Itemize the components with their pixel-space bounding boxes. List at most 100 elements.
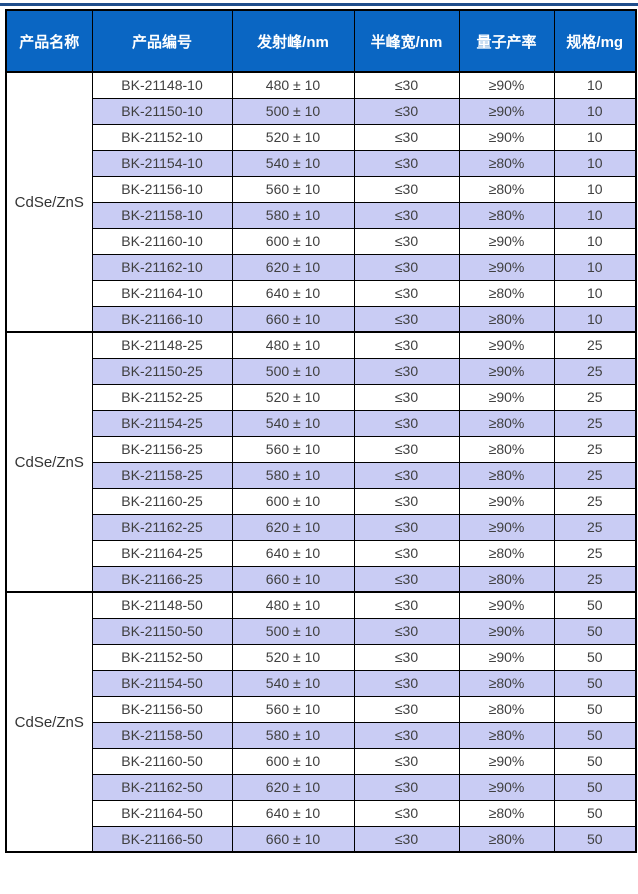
table-row: BK-21166-25 660 ± 10 ≤30 ≥80% 25 (6, 565, 637, 593)
quantum-yield-cell: ≥90% (458, 97, 555, 125)
fwhm-cell: ≤30 (353, 175, 460, 203)
fwhm-cell: ≤30 (353, 435, 460, 463)
emission-peak-cell: 580 ± 10 (231, 461, 355, 489)
spec-cell: 25 (553, 409, 637, 437)
table-row: BK-21150-50 500 ± 10 ≤30 ≥90% 50 (6, 617, 637, 645)
product-code-cell: BK-21160-50 (91, 747, 233, 775)
product-code-cell: BK-21154-25 (91, 409, 233, 437)
quantum-yield-cell: ≥90% (458, 331, 555, 359)
product-code-cell: BK-21148-25 (91, 331, 233, 359)
table-row: BK-21164-50 640 ± 10 ≤30 ≥80% 50 (6, 799, 637, 827)
table-row: BK-21152-25 520 ± 10 ≤30 ≥90% 25 (6, 383, 637, 411)
emission-peak-cell: 600 ± 10 (231, 227, 355, 255)
spec-cell: 25 (553, 487, 637, 515)
fwhm-cell: ≤30 (353, 123, 460, 151)
product-code-cell: BK-21158-25 (91, 461, 233, 489)
table-row: BK-21156-25 560 ± 10 ≤30 ≥80% 25 (6, 435, 637, 463)
product-code-cell: BK-21152-10 (91, 123, 233, 151)
spec-cell: 50 (553, 643, 637, 671)
quantum-yield-cell: ≥90% (458, 253, 555, 281)
product-code-cell: BK-21166-10 (91, 305, 233, 333)
fwhm-cell: ≤30 (353, 643, 460, 671)
product-code-cell: BK-21148-50 (91, 591, 233, 619)
fwhm-cell: ≤30 (353, 331, 460, 359)
spec-cell: 50 (553, 617, 637, 645)
quantum-yield-cell: ≥90% (458, 773, 555, 801)
column-header-emission-peak: 发射峰/nm (231, 9, 355, 73)
quantum-yield-cell: ≥80% (458, 149, 555, 177)
product-code-cell: BK-21150-10 (91, 97, 233, 125)
table-row: BK-21162-50 620 ± 10 ≤30 ≥90% 50 (6, 773, 637, 801)
table-row: BK-21156-10 560 ± 10 ≤30 ≥80% 10 (6, 175, 637, 203)
table-row: BK-21158-25 580 ± 10 ≤30 ≥80% 25 (6, 461, 637, 489)
emission-peak-cell: 540 ± 10 (231, 149, 355, 177)
emission-peak-cell: 480 ± 10 (231, 331, 355, 359)
fwhm-cell: ≤30 (353, 747, 460, 775)
quantum-yield-cell: ≥90% (458, 591, 555, 619)
column-header-quantum-yield: 量子产率 (458, 9, 555, 73)
fwhm-cell: ≤30 (353, 799, 460, 827)
quantum-yield-cell: ≥80% (458, 799, 555, 827)
product-code-cell: BK-21162-25 (91, 513, 233, 541)
quantum-yield-cell: ≥80% (458, 669, 555, 697)
table-row: CdSe/ZnS BK-21148-10 480 ± 10 ≤30 ≥90% 10 (5, 71, 637, 333)
spec-cell: 50 (553, 825, 637, 853)
quantum-yield-cell: ≥80% (458, 565, 555, 593)
spec-cell: 10 (553, 279, 637, 307)
fwhm-cell: ≤30 (353, 591, 460, 619)
emission-peak-cell: 660 ± 10 (231, 565, 355, 593)
fwhm-cell: ≤30 (353, 565, 460, 593)
fwhm-cell: ≤30 (353, 409, 460, 437)
spec-cell: 50 (553, 721, 637, 749)
product-code-cell: BK-21156-50 (91, 695, 233, 723)
spec-cell: 50 (553, 799, 637, 827)
quantum-yield-cell: ≥80% (458, 461, 555, 489)
quantum-yield-cell: ≥80% (458, 175, 555, 203)
emission-peak-cell: 480 ± 10 (231, 71, 355, 99)
fwhm-cell: ≤30 (353, 305, 460, 333)
table-row: BK-21152-50 520 ± 10 ≤30 ≥90% 50 (6, 643, 637, 671)
table-row: BK-21150-25 500 ± 10 ≤30 ≥90% 25 (6, 357, 637, 385)
table-row: BK-21164-25 640 ± 10 ≤30 ≥80% 25 (6, 539, 637, 567)
spec-cell: 50 (553, 773, 637, 801)
spec-cell: 25 (553, 513, 637, 541)
fwhm-cell: ≤30 (353, 695, 460, 723)
quantum-yield-cell: ≥90% (458, 617, 555, 645)
emission-peak-cell: 660 ± 10 (231, 825, 355, 853)
product-code-cell: BK-21166-50 (91, 825, 233, 853)
table-header-row: 产品名称 产品编号 发射峰/nm 半峰宽/nm 量子产率 规格/mg (5, 9, 637, 73)
spec-cell: 10 (553, 71, 637, 99)
product-code-cell: BK-21152-50 (91, 643, 233, 671)
quantum-yield-cell: ≥80% (458, 201, 555, 229)
table-row: BK-21150-10 500 ± 10 ≤30 ≥90% 10 (6, 97, 637, 125)
table-row: BK-21160-25 600 ± 10 ≤30 ≥90% 25 (6, 487, 637, 515)
fwhm-cell: ≤30 (353, 383, 460, 411)
fwhm-cell: ≤30 (353, 97, 460, 125)
emission-peak-cell: 640 ± 10 (231, 279, 355, 307)
column-header-fwhm: 半峰宽/nm (353, 9, 460, 73)
quantum-yield-cell: ≥90% (458, 71, 555, 99)
table-row: CdSe/ZnS BK-21148-25 480 ± 10 ≤30 ≥90% 25 (5, 331, 637, 593)
cropped-table-top-edge (0, 3, 638, 6)
quantum-yield-cell: ≥80% (458, 721, 555, 749)
emission-peak-cell: 620 ± 10 (231, 253, 355, 281)
product-name-cell: CdSe/ZnS (5, 71, 93, 333)
product-code-cell: BK-21164-25 (91, 539, 233, 567)
fwhm-cell: ≤30 (353, 539, 460, 567)
spec-cell: 10 (553, 201, 637, 229)
emission-peak-cell: 580 ± 10 (231, 201, 355, 229)
quantum-yield-cell: ≥90% (458, 383, 555, 411)
product-code-cell: BK-21156-10 (91, 175, 233, 203)
emission-peak-cell: 520 ± 10 (231, 383, 355, 411)
emission-peak-cell: 620 ± 10 (231, 773, 355, 801)
fwhm-cell: ≤30 (353, 227, 460, 255)
spec-cell: 25 (553, 461, 637, 489)
emission-peak-cell: 500 ± 10 (231, 617, 355, 645)
spec-cell: 10 (553, 305, 637, 333)
quantum-yield-cell: ≥80% (458, 435, 555, 463)
spec-cell: 10 (553, 97, 637, 125)
table-row: BK-21158-10 580 ± 10 ≤30 ≥80% 10 (6, 201, 637, 229)
quantum-yield-cell: ≥80% (458, 409, 555, 437)
table-row: BK-21160-50 600 ± 10 ≤30 ≥90% 50 (6, 747, 637, 775)
column-header-product-code: 产品编号 (91, 9, 233, 73)
